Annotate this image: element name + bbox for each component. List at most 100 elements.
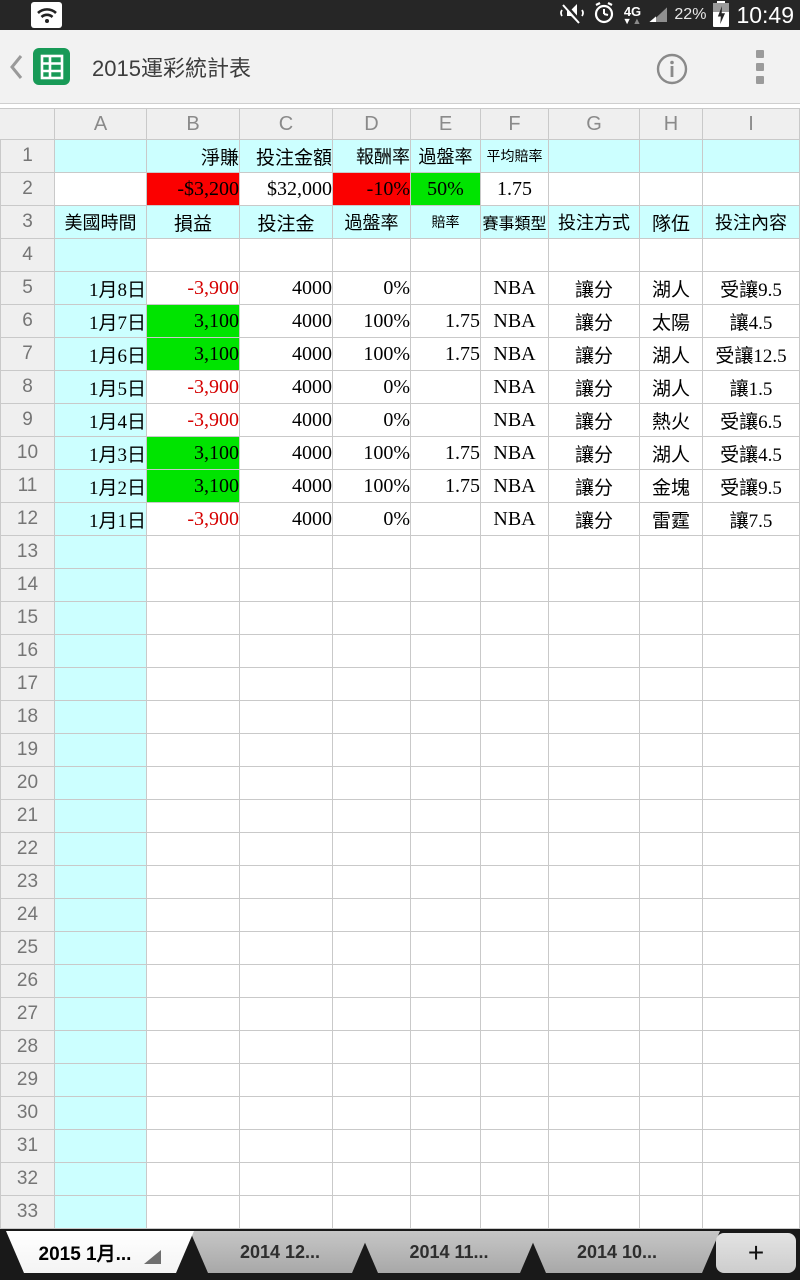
cell-E10[interactable]: 1.75 xyxy=(411,437,481,470)
cell-G22[interactable] xyxy=(549,833,640,866)
cell-B4[interactable] xyxy=(147,239,240,272)
cell-I2[interactable] xyxy=(703,173,800,206)
cell-B9[interactable]: -3,900 xyxy=(147,404,240,437)
cell-A22[interactable] xyxy=(55,833,147,866)
cell-C8[interactable]: 4000 xyxy=(240,371,333,404)
cell-G26[interactable] xyxy=(549,965,640,998)
row-header-11[interactable]: 11 xyxy=(0,470,55,503)
cell-G32[interactable] xyxy=(549,1163,640,1196)
cell-F7[interactable]: NBA xyxy=(481,338,549,371)
row-header-8[interactable]: 8 xyxy=(0,371,55,404)
cell-C2[interactable]: $32,000 xyxy=(240,173,333,206)
cell-H21[interactable] xyxy=(640,800,703,833)
row-header-27[interactable]: 27 xyxy=(0,998,55,1031)
cell-F14[interactable] xyxy=(481,569,549,602)
cell-D14[interactable] xyxy=(333,569,411,602)
cell-I4[interactable] xyxy=(703,239,800,272)
cell-H11[interactable]: 金塊 xyxy=(640,470,703,503)
cell-E24[interactable] xyxy=(411,899,481,932)
cell-G20[interactable] xyxy=(549,767,640,800)
cell-G25[interactable] xyxy=(549,932,640,965)
cell-I11[interactable]: 受讓9.5 xyxy=(703,470,800,503)
cell-H3[interactable]: 隊伍 xyxy=(640,206,703,239)
cell-G13[interactable] xyxy=(549,536,640,569)
cell-C9[interactable]: 4000 xyxy=(240,404,333,437)
cell-F9[interactable]: NBA xyxy=(481,404,549,437)
add-sheet-button[interactable]: + xyxy=(716,1233,796,1273)
cell-B26[interactable] xyxy=(147,965,240,998)
cell-C11[interactable]: 4000 xyxy=(240,470,333,503)
cell-G18[interactable] xyxy=(549,701,640,734)
cell-H14[interactable] xyxy=(640,569,703,602)
cell-E3[interactable]: 賠率 xyxy=(411,206,481,239)
cell-G2[interactable] xyxy=(549,173,640,206)
cell-E11[interactable]: 1.75 xyxy=(411,470,481,503)
cell-D7[interactable]: 100% xyxy=(333,338,411,371)
cell-C16[interactable] xyxy=(240,635,333,668)
cell-G9[interactable]: 讓分 xyxy=(549,404,640,437)
cell-D3[interactable]: 過盤率 xyxy=(333,206,411,239)
cell-E2[interactable]: 50% xyxy=(411,173,481,206)
cell-I18[interactable] xyxy=(703,701,800,734)
cell-F3[interactable]: 賽事類型 xyxy=(481,206,549,239)
row-header-21[interactable]: 21 xyxy=(0,800,55,833)
cell-A23[interactable] xyxy=(55,866,147,899)
cell-I6[interactable]: 讓4.5 xyxy=(703,305,800,338)
row-header-6[interactable]: 6 xyxy=(0,305,55,338)
cell-I3[interactable]: 投注內容 xyxy=(703,206,800,239)
cell-B21[interactable] xyxy=(147,800,240,833)
cell-B24[interactable] xyxy=(147,899,240,932)
cell-A24[interactable] xyxy=(55,899,147,932)
cell-C15[interactable] xyxy=(240,602,333,635)
cell-E32[interactable] xyxy=(411,1163,481,1196)
cell-I12[interactable]: 讓7.5 xyxy=(703,503,800,536)
cell-D17[interactable] xyxy=(333,668,411,701)
cell-D25[interactable] xyxy=(333,932,411,965)
cell-E17[interactable] xyxy=(411,668,481,701)
cell-B31[interactable] xyxy=(147,1130,240,1163)
row-header-26[interactable]: 26 xyxy=(0,965,55,998)
cell-A2[interactable] xyxy=(55,173,147,206)
cell-E29[interactable] xyxy=(411,1064,481,1097)
cell-E1[interactable]: 過盤率 xyxy=(411,140,481,173)
cell-D12[interactable]: 0% xyxy=(333,503,411,536)
cell-F30[interactable] xyxy=(481,1097,549,1130)
cell-I28[interactable] xyxy=(703,1031,800,1064)
cell-B2[interactable]: -$3,200 xyxy=(147,173,240,206)
cell-I10[interactable]: 受讓4.5 xyxy=(703,437,800,470)
cell-E8[interactable] xyxy=(411,371,481,404)
col-header-F[interactable]: F xyxy=(481,108,549,140)
cell-B27[interactable] xyxy=(147,998,240,1031)
cell-A20[interactable] xyxy=(55,767,147,800)
cell-G33[interactable] xyxy=(549,1196,640,1229)
cell-A8[interactable]: 1月5日 xyxy=(55,371,147,404)
cell-D32[interactable] xyxy=(333,1163,411,1196)
col-header-C[interactable]: C xyxy=(240,108,333,140)
cell-D11[interactable]: 100% xyxy=(333,470,411,503)
cell-C22[interactable] xyxy=(240,833,333,866)
cell-I22[interactable] xyxy=(703,833,800,866)
cell-G11[interactable]: 讓分 xyxy=(549,470,640,503)
cell-A25[interactable] xyxy=(55,932,147,965)
cell-E28[interactable] xyxy=(411,1031,481,1064)
cell-H22[interactable] xyxy=(640,833,703,866)
cell-E27[interactable] xyxy=(411,998,481,1031)
cell-D27[interactable] xyxy=(333,998,411,1031)
cell-B19[interactable] xyxy=(147,734,240,767)
cell-F16[interactable] xyxy=(481,635,549,668)
cell-C17[interactable] xyxy=(240,668,333,701)
cell-F6[interactable]: NBA xyxy=(481,305,549,338)
cell-I20[interactable] xyxy=(703,767,800,800)
cell-C26[interactable] xyxy=(240,965,333,998)
cell-B30[interactable] xyxy=(147,1097,240,1130)
cell-G6[interactable]: 讓分 xyxy=(549,305,640,338)
cell-C10[interactable]: 4000 xyxy=(240,437,333,470)
cell-C13[interactable] xyxy=(240,536,333,569)
cell-D6[interactable]: 100% xyxy=(333,305,411,338)
cell-G4[interactable] xyxy=(549,239,640,272)
cell-C25[interactable] xyxy=(240,932,333,965)
cell-F24[interactable] xyxy=(481,899,549,932)
cell-A19[interactable] xyxy=(55,734,147,767)
cell-E18[interactable] xyxy=(411,701,481,734)
cell-C6[interactable]: 4000 xyxy=(240,305,333,338)
